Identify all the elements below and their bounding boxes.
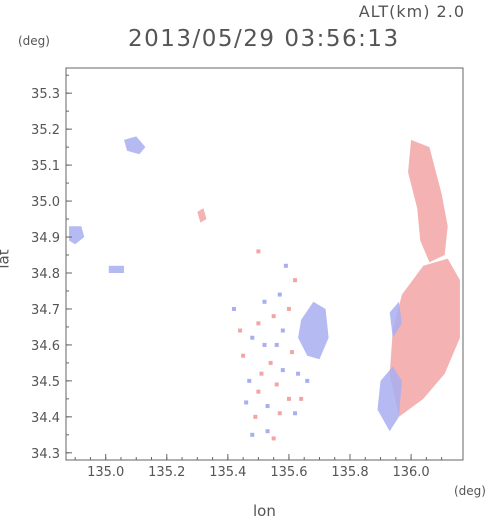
speckle-point [286,306,291,311]
speckle-point [280,328,285,333]
speckle-point [256,321,261,326]
speckle-point [247,378,252,383]
speckle-point [271,314,276,319]
x-tick-label: 135.2 [148,465,185,480]
speckle-point [293,411,298,416]
speckle-point [262,299,267,304]
region-east-band-mid-blue [389,301,402,338]
x-axis-unit: (deg) [454,484,486,498]
speckle-point [299,396,304,401]
speckle-point [231,306,236,311]
y-tick-label: 34.8 [31,267,60,282]
region-east-band-upper [408,139,448,263]
speckle-point [283,263,288,268]
speckle-point [271,436,276,441]
y-axis-ticks: 34.3 34.4 34.5 34.6 34.7 34.8 34.9 35.0 35.1 35.2… [31,74,72,462]
y-tick-label: 35.3 [31,87,60,102]
speckle-point [277,292,282,297]
speckle-point [256,389,261,394]
y-tick-label: 35.1 [31,159,60,174]
x-axis-ticks: 135.0 135.2 135.4 135.6 135.8 136.0 [74,454,443,480]
speckle-point [262,342,267,347]
y-tick-label: 34.9 [31,231,60,246]
data-regions [69,136,460,432]
region-north-pink [197,208,207,223]
speckle-point [250,432,255,437]
plot-frame [65,67,464,461]
speckle-point [289,350,294,355]
y-tick-label: 34.4 [31,411,60,426]
speckle-point [293,278,298,283]
y-tick-label: 34.5 [31,375,60,390]
speckle-point [274,382,279,387]
data-speckles [231,249,310,441]
speckle-point [265,404,270,409]
x-tick-label: 135.6 [270,465,307,480]
altitude-label: ALT(km) 2.0 [358,2,465,21]
y-tick-label: 34.7 [31,303,60,318]
speckle-point [253,414,258,419]
x-tick-label: 136.0 [392,465,429,480]
speckle-point [296,371,301,376]
speckle-point [238,328,243,333]
speckle-point [280,368,285,373]
speckle-point [259,371,264,376]
speckle-point [256,249,261,254]
y-tick-label: 35.2 [31,123,60,138]
speckle-point [286,396,291,401]
y-tick-label: 34.3 [31,447,60,462]
region-north-blue [124,136,146,155]
region-west-blue-2 [108,265,125,273]
x-axis-label: lon [253,502,276,520]
speckle-point [241,353,246,358]
y-axis-unit: (deg) [18,34,50,48]
speckle-point [277,411,282,416]
chart-title-timestamp: 2013/05/29 03:56:13 [128,26,400,52]
x-tick-label: 135.0 [87,465,124,480]
speckle-point [244,400,249,405]
speckle-point [265,429,270,434]
region-central-blue-blob [298,301,329,360]
x-tick-label: 135.4 [209,465,246,480]
region-west-blue-1 [69,226,85,245]
region-east-band-lower-blue [377,366,402,432]
speckle-point [250,335,255,340]
region-east-band-lower [389,258,460,417]
y-tick-label: 35.0 [31,195,60,210]
speckle-point [274,342,279,347]
speckle-point [305,378,310,383]
x-tick-label: 135.8 [331,465,368,480]
speckle-point [268,360,273,365]
y-tick-label: 34.6 [31,339,60,354]
